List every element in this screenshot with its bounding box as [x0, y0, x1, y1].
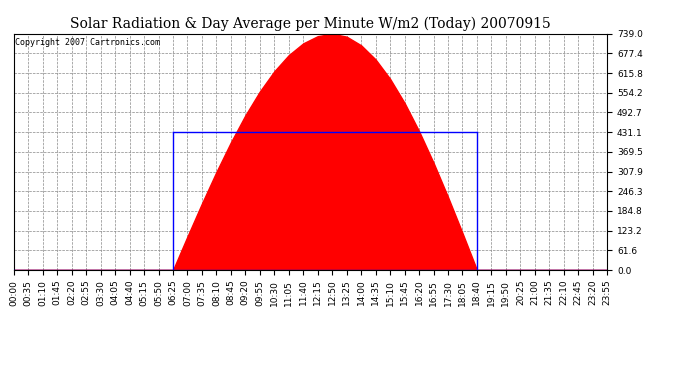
Title: Solar Radiation & Day Average per Minute W/m2 (Today) 20070915: Solar Radiation & Day Average per Minute… — [70, 17, 551, 31]
Text: Copyright 2007 Cartronics.com: Copyright 2007 Cartronics.com — [15, 39, 160, 48]
